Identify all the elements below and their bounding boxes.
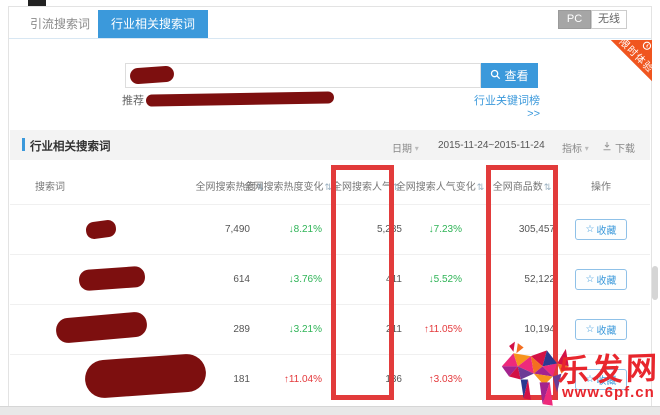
limited-time-trial-ribbon[interactable]: 限时体验	[588, 40, 652, 104]
recommend-label: 推荐	[122, 95, 144, 107]
product-count-value: 305,457	[518, 224, 555, 235]
favorite-button[interactable]: ☆ 收藏	[575, 219, 627, 240]
keyword-search-input[interactable]	[125, 63, 481, 88]
row-divider	[10, 354, 650, 355]
pc-toggle-button[interactable]: PC	[558, 10, 591, 29]
table-row: 289 3.21% 211 11.05% 10,194 ☆收藏	[10, 305, 650, 355]
star-icon: ☆	[585, 324, 595, 335]
tab-traffic-search-terms[interactable]: 引流搜索词	[29, 17, 90, 31]
favorite-button[interactable]: ☆ 收藏	[575, 269, 627, 290]
section-title-tick	[22, 138, 25, 151]
popularity-change-value: 7.23%	[400, 205, 462, 255]
sort-icon: ⇅	[256, 182, 264, 192]
trend-arrow-icon	[429, 274, 434, 285]
page-bottom-strip	[0, 406, 660, 415]
hotness-value: 289	[233, 324, 250, 335]
star-icon: ☆	[585, 374, 595, 385]
star-icon: ☆	[585, 224, 595, 235]
tab-industry-related-search-terms[interactable]: 行业相关搜索词	[98, 10, 208, 38]
product-count-value: 52,122	[524, 274, 555, 285]
popularity-change-value: 3.03%	[400, 355, 462, 405]
section-title: 行业相关搜索词	[30, 141, 111, 153]
download-link[interactable]: 下载	[602, 140, 635, 155]
popularity-value: 5,285	[376, 224, 402, 235]
wireless-toggle-button[interactable]: 无线	[591, 10, 627, 29]
vertical-scrollbar[interactable]	[652, 266, 658, 300]
popularity-change-value: 5.52%	[400, 255, 462, 305]
search-view-button[interactable]: 查看	[481, 63, 538, 88]
section-header-bar	[10, 130, 650, 160]
trend-arrow-icon	[429, 224, 434, 235]
hotness-value: 614	[233, 274, 250, 285]
sort-icon: ⇅	[393, 182, 401, 192]
sort-icon: ⇅	[476, 182, 485, 192]
popularity-value: 411	[386, 274, 402, 285]
popularity-value: 211	[386, 324, 402, 335]
trend-arrow-icon	[429, 374, 434, 385]
trend-arrow-icon	[289, 224, 294, 235]
column-header-popularity[interactable]: 全网搜索人气⇅	[332, 182, 401, 193]
row-divider	[10, 254, 650, 255]
column-header-hotness-change[interactable]: 全网搜索热度变化⇅	[243, 182, 332, 193]
hotness-change-value: 3.21%	[257, 305, 322, 355]
date-range-value[interactable]: 2015-11-24~2015-11-24	[438, 140, 545, 151]
hotness-change-value: 8.21%	[257, 205, 322, 255]
download-icon	[602, 141, 612, 154]
search-button-label: 查看	[504, 69, 529, 83]
metric-dropdown[interactable]: 指标 ▾	[562, 144, 589, 155]
sort-icon: ⇅	[324, 182, 332, 192]
promo-ribbon-container: 限时体验	[572, 40, 652, 120]
column-header-popularity-change[interactable]: 全网搜索人气变化⇅	[395, 182, 485, 193]
trend-arrow-icon	[424, 324, 429, 335]
clock-icon	[637, 40, 652, 55]
hotness-change-value: 3.76%	[257, 255, 322, 305]
industry-keyword-rank-link[interactable]: 行业关键词榜>>	[474, 95, 540, 120]
trend-arrow-icon	[284, 374, 289, 385]
hotness-value: 7,490	[224, 224, 250, 235]
tab-underline	[9, 38, 651, 39]
download-label: 下载	[615, 144, 635, 155]
column-header-search-term: 搜索词	[35, 182, 65, 193]
sort-icon: ⇅	[543, 182, 552, 192]
column-header-action: 操作	[591, 182, 611, 193]
column-header-product-count[interactable]: 全网商品数⇅	[492, 182, 552, 193]
table-row: 614 3.76% 411 5.52% 52,122 ☆收藏	[10, 255, 650, 305]
star-icon: ☆	[585, 274, 595, 285]
date-dropdown[interactable]: 日期 ▾	[392, 144, 419, 155]
product-count-value: 10,194	[524, 324, 555, 335]
column-header-hotness[interactable]: 全网搜索热度⇅	[195, 182, 264, 193]
popularity-change-value: 11.05%	[400, 305, 462, 355]
product-count-value	[462, 355, 555, 405]
trend-arrow-icon	[289, 274, 294, 285]
hotness-value: 181	[233, 374, 250, 385]
chevron-down-icon: ▾	[584, 144, 589, 153]
redacted-input-value	[129, 65, 175, 85]
trend-arrow-icon	[289, 324, 294, 335]
popularity-value: 136	[385, 374, 402, 385]
browser-edge-fragment	[28, 0, 46, 6]
row-divider	[10, 204, 650, 205]
favorite-button[interactable]: ☆ 收藏	[575, 369, 627, 390]
hotness-change-value: 11.04%	[257, 355, 322, 405]
chevron-down-icon: ▾	[414, 144, 419, 153]
row-divider	[10, 304, 650, 305]
favorite-button[interactable]: ☆ 收藏	[575, 319, 627, 340]
search-icon	[490, 69, 501, 83]
